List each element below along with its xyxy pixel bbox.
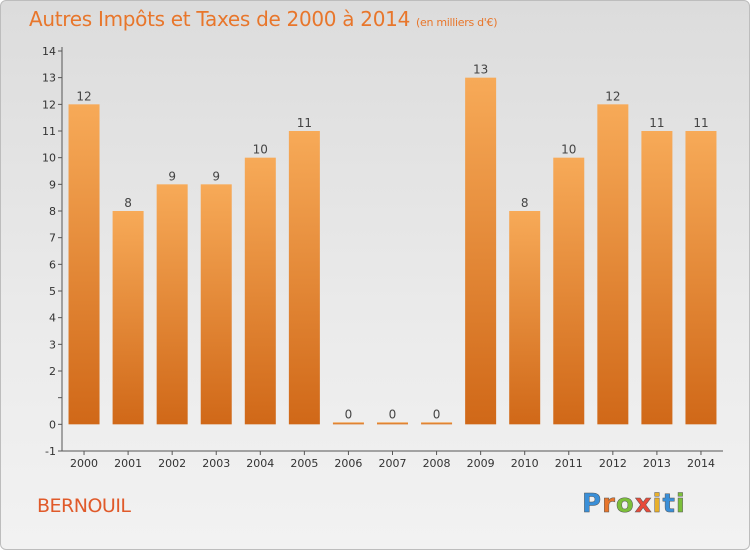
bar-value-label: 8 <box>521 196 529 210</box>
y-tick-label: 13 <box>42 72 56 85</box>
x-tick-label: 2014 <box>687 457 715 470</box>
bar-value-label: 10 <box>561 143 576 157</box>
bar <box>465 77 497 425</box>
bar <box>641 131 673 425</box>
y-tick-label: 2 <box>49 365 56 378</box>
x-tick-label: 2007 <box>379 457 407 470</box>
x-tick-label: 2005 <box>290 457 318 470</box>
bar-value-label: 13 <box>473 63 488 77</box>
x-tick-label: 2000 <box>70 457 98 470</box>
x-tick-label: 2013 <box>643 457 671 470</box>
logo-letter: o <box>615 489 635 520</box>
logo-letter: r <box>602 489 616 520</box>
bar <box>288 131 320 425</box>
y-tick-label: 14 <box>42 45 56 58</box>
commune-name: BERNOUIL <box>37 495 131 517</box>
bar <box>509 211 541 425</box>
bar-value-label: 11 <box>693 116 708 130</box>
bar <box>597 104 629 425</box>
x-tick-label: 2003 <box>202 457 230 470</box>
bar-value-label: 0 <box>433 407 441 421</box>
y-tick-label: 3 <box>49 338 56 351</box>
bar-value-label: 12 <box>605 89 620 103</box>
y-tick-label: 0 <box>49 418 56 431</box>
bar <box>377 422 408 425</box>
bar <box>553 157 585 425</box>
bar <box>685 131 717 425</box>
logo-letter: P <box>582 489 603 520</box>
bar <box>68 104 100 425</box>
chart-title: Autres Impôts et Taxes de 2000 à 2014 (en… <box>29 7 497 31</box>
chart-title-text: Autres Impôts et Taxes de 2000 à 2014 <box>29 7 410 31</box>
y-tick-label: 12 <box>42 98 56 111</box>
y-tick-label: 4 <box>49 312 56 325</box>
x-tick-label: 2002 <box>158 457 186 470</box>
x-tick-label: 2009 <box>467 457 495 470</box>
y-tick-label: 10 <box>42 152 56 165</box>
x-tick-label: 2012 <box>599 457 627 470</box>
bar <box>421 422 453 425</box>
x-tick-label: 2011 <box>555 457 583 470</box>
bar-value-label: 11 <box>649 116 664 130</box>
logo-letter: t <box>662 489 676 520</box>
x-tick-label: 2001 <box>114 457 142 470</box>
y-tick-label: 8 <box>49 205 56 218</box>
x-tick-label: 2006 <box>334 457 362 470</box>
bar-value-label: 9 <box>212 169 220 183</box>
y-tick-label: -1 <box>45 445 56 458</box>
bar-value-label: 10 <box>253 143 268 157</box>
logo-letter: i <box>675 489 686 520</box>
y-tick-label: 7 <box>49 232 56 245</box>
x-tick-label: 2008 <box>423 457 451 470</box>
bar-value-label: 12 <box>76 89 91 103</box>
bar-value-label: 9 <box>168 169 176 183</box>
proxiti-logo[interactable]: Proxiti <box>582 489 686 520</box>
y-tick-label: 5 <box>49 285 56 298</box>
bar-value-label: 0 <box>389 407 397 421</box>
x-tick-label: 2004 <box>246 457 274 470</box>
bar-value-label: 0 <box>345 407 353 421</box>
y-tick-label: 9 <box>49 178 56 191</box>
bar <box>112 211 144 425</box>
logo-letter: i <box>652 489 663 520</box>
bar-value-label: 11 <box>297 116 312 130</box>
bar <box>244 157 276 425</box>
logo-letter: x <box>634 489 653 520</box>
bar-value-label: 8 <box>124 196 132 210</box>
bar <box>156 184 188 425</box>
y-tick-label: 11 <box>42 125 56 138</box>
x-tick-label: 2010 <box>511 457 539 470</box>
chart-subtitle: (en milliers d'€) <box>416 16 498 29</box>
bar <box>332 422 364 425</box>
y-tick-label: 6 <box>49 258 56 271</box>
bar <box>200 184 232 425</box>
